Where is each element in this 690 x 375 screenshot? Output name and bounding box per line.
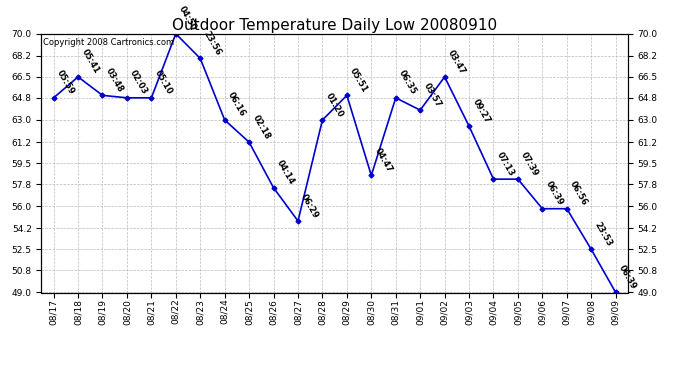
- Text: 04:47: 04:47: [373, 147, 394, 174]
- Text: 07:13: 07:13: [495, 150, 516, 178]
- Text: 06:39: 06:39: [544, 180, 565, 207]
- Text: 09:27: 09:27: [471, 98, 491, 125]
- Text: Copyright 2008 Cartronics.com: Copyright 2008 Cartronics.com: [43, 38, 174, 46]
- Text: 06:35: 06:35: [397, 69, 418, 96]
- Text: 03:57: 03:57: [422, 81, 442, 109]
- Text: 07:39: 07:39: [520, 150, 540, 178]
- Text: 06:39: 06:39: [617, 264, 638, 291]
- Text: 02:18: 02:18: [250, 113, 272, 141]
- Text: 02:03: 02:03: [128, 69, 149, 96]
- Text: 23:56: 23:56: [201, 29, 223, 57]
- Text: 05:59: 05:59: [55, 69, 76, 96]
- Text: 01:20: 01:20: [324, 91, 345, 118]
- Text: 06:56: 06:56: [568, 180, 589, 207]
- Text: 03:48: 03:48: [104, 66, 125, 94]
- Text: 06:16: 06:16: [226, 91, 247, 118]
- Text: 05:51: 05:51: [348, 66, 369, 94]
- Text: 04:50: 04:50: [177, 5, 198, 32]
- Text: 23:53: 23:53: [593, 220, 613, 248]
- Text: 03:47: 03:47: [446, 48, 467, 75]
- Text: 04:14: 04:14: [275, 159, 296, 186]
- Text: 06:29: 06:29: [299, 192, 320, 220]
- Text: 05:41: 05:41: [79, 48, 101, 75]
- Title: Outdoor Temperature Daily Low 20080910: Outdoor Temperature Daily Low 20080910: [172, 18, 497, 33]
- Text: 05:10: 05:10: [152, 69, 174, 96]
